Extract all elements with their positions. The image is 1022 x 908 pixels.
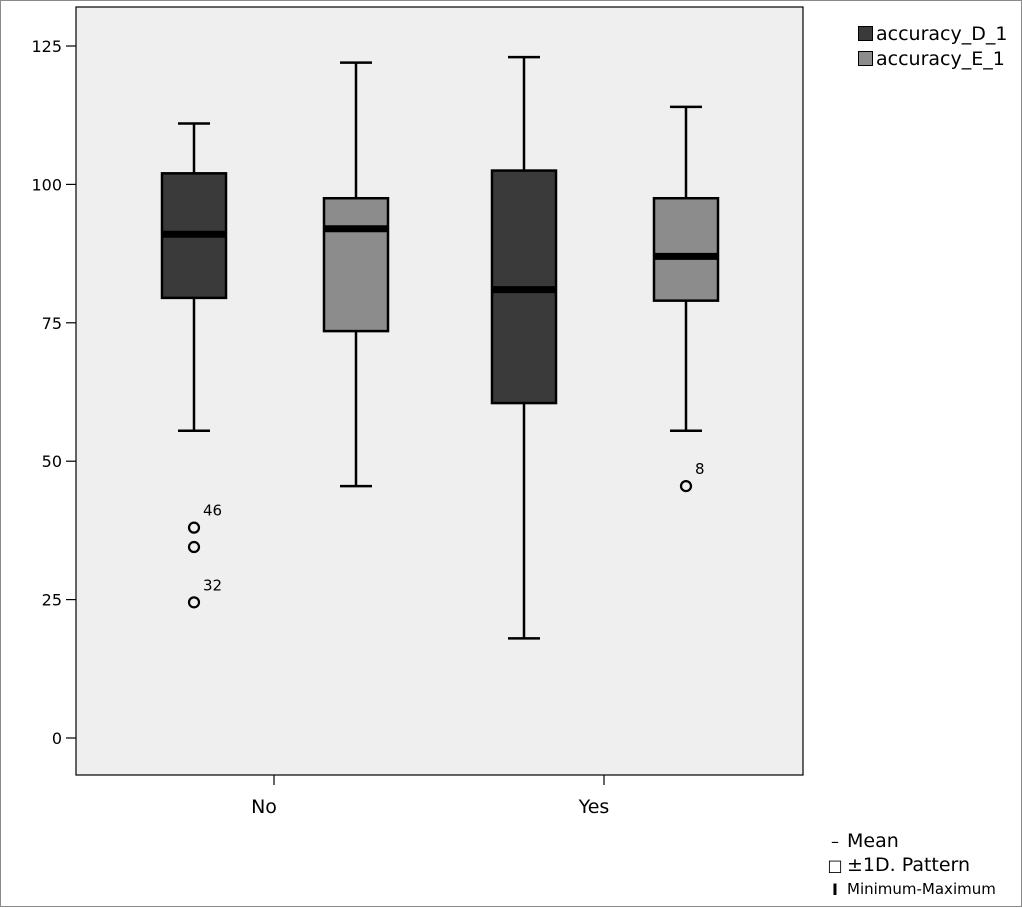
legend-item-e: accuracy_E_1 xyxy=(858,46,1007,71)
stat-label-mean: Mean xyxy=(847,830,899,852)
stat-legend-sd: □ ±1D. Pattern xyxy=(823,853,996,877)
y-tick-label: 125 xyxy=(31,37,62,56)
outlier-point xyxy=(187,596,201,609)
y-tick-label: 0 xyxy=(52,729,62,748)
legend-item-d: accuracy_D_1 xyxy=(858,21,1007,46)
plot-area xyxy=(75,6,804,776)
stat-legend-mean: – Mean xyxy=(823,829,996,853)
box-iqr xyxy=(322,196,390,333)
statistic-legend: – Mean □ ±1D. Pattern I Minimum-Maximum xyxy=(823,829,996,901)
box-square-icon: □ xyxy=(827,855,843,875)
y-tick-label: 50 xyxy=(42,452,62,471)
outlier-label: 8 xyxy=(695,460,705,478)
y-tick-label: 100 xyxy=(31,175,62,194)
x-tick-label: Yes xyxy=(578,796,610,818)
legend-label-d: accuracy_D_1 xyxy=(876,22,1008,45)
stat-legend-minmax: I Minimum-Maximum xyxy=(823,877,996,901)
outlier-label: 46 xyxy=(203,502,222,520)
y-tick-label: 25 xyxy=(42,591,62,610)
outlier-point xyxy=(187,540,201,554)
box-iqr xyxy=(652,196,720,302)
stat-label-sd: ±1D. Pattern xyxy=(847,854,971,876)
series-legend: accuracy_D_1 accuracy_E_1 xyxy=(858,21,1007,71)
outlier-label: 32 xyxy=(203,576,222,594)
legend-label-e: accuracy_E_1 xyxy=(876,47,1005,70)
legend-swatch-e xyxy=(858,51,873,66)
outlier-point xyxy=(679,480,693,493)
stat-label-minmax: Minimum-Maximum xyxy=(847,880,996,898)
legend-swatch-d xyxy=(858,26,873,41)
x-tick-label: No xyxy=(251,796,277,818)
whisker-i-icon: I xyxy=(832,879,838,899)
outlier-point xyxy=(187,521,201,534)
y-tick-label: 75 xyxy=(42,314,62,333)
mean-dash-icon: – xyxy=(831,831,839,851)
